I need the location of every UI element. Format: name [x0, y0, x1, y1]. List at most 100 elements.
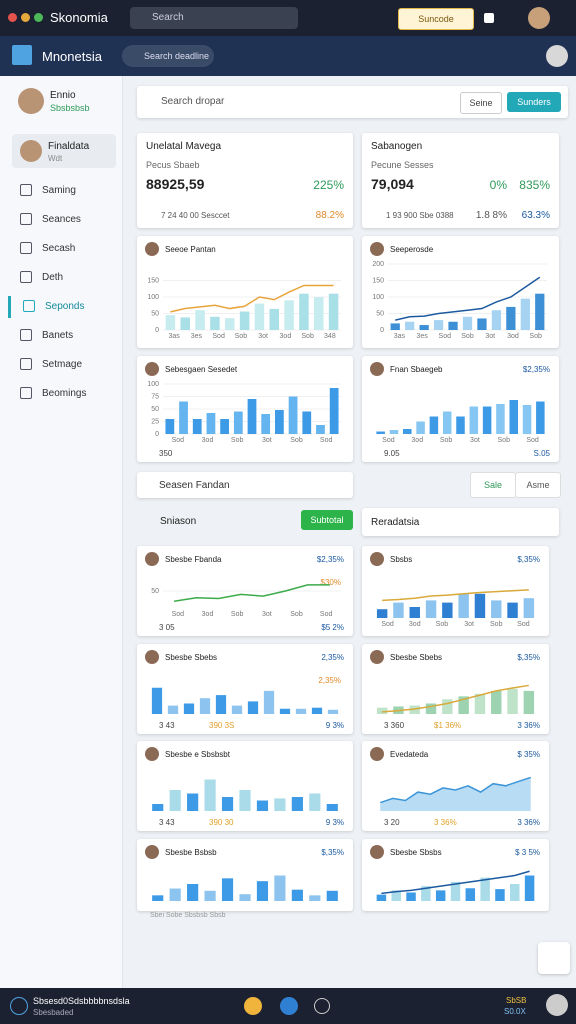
dot[interactable]: [8, 13, 17, 22]
dot[interactable]: [34, 13, 43, 22]
bar: [233, 411, 243, 434]
menu-label: Setmage: [42, 359, 83, 370]
avatar[interactable]: [546, 994, 568, 1016]
card-title: Sbesbe Sbsbs: [390, 848, 442, 857]
button[interactable]: Subtotal: [301, 510, 353, 530]
button[interactable]: Sunders: [507, 92, 561, 112]
menu-item[interactable]: Deth: [8, 267, 114, 289]
y-tick-label: 100: [147, 381, 159, 388]
bar: [309, 895, 321, 901]
menu-icon: [20, 184, 32, 197]
bar: [220, 419, 229, 434]
bar: [247, 701, 259, 714]
stat-title: Sabanogen: [371, 141, 423, 152]
y-tick-label: 200: [372, 261, 384, 268]
bar: [458, 696, 469, 714]
title-bar: Skonomia Search Suncode: [0, 0, 576, 36]
fab[interactable]: [538, 942, 570, 974]
button[interactable]: Seine: [460, 92, 502, 114]
x-tick-label: 3ot: [464, 621, 474, 628]
bar: [524, 875, 535, 901]
line: [174, 584, 330, 602]
button[interactable]: Sale: [470, 472, 516, 498]
menu-item[interactable]: Setmage: [8, 354, 114, 376]
bar: [458, 593, 469, 618]
avatar: [370, 362, 384, 376]
avatar[interactable]: [528, 7, 550, 29]
bar: [231, 705, 243, 714]
bar: [210, 316, 220, 330]
bar: [316, 425, 325, 434]
bar: [279, 708, 291, 714]
search[interactable]: Search dropar: [161, 96, 225, 107]
bar: [288, 396, 298, 434]
section-card-title: Reradatsia: [371, 517, 420, 528]
bar: [491, 310, 502, 330]
x-tick-label: Sob: [301, 333, 314, 340]
search[interactable]: Search: [130, 7, 298, 29]
card-tag: $ 3 5%: [515, 848, 540, 857]
card-tag: $,35%: [517, 653, 540, 662]
bar: [274, 798, 286, 811]
section-card: Reradatsia: [362, 508, 559, 536]
menu-item[interactable]: Saming: [8, 180, 114, 202]
bar: [327, 709, 339, 714]
menu-item[interactable]: Beomings: [8, 383, 114, 405]
selected-account[interactable]: Finaldata Wdt: [12, 134, 116, 168]
bar: [469, 406, 479, 434]
x-tick-label: Sod: [320, 437, 333, 444]
menu-label: Secash: [42, 243, 76, 254]
x-tick-label: 348: [324, 333, 336, 340]
bar: [510, 884, 520, 901]
bar: [329, 388, 339, 434]
x-tick-label: Sob: [440, 437, 453, 444]
search[interactable]: Search deadline: [122, 45, 214, 67]
x-tick-label: Sob: [235, 333, 248, 340]
bottom-right: S0.0X: [504, 1007, 526, 1016]
dot[interactable]: [21, 13, 30, 22]
icon[interactable]: [484, 13, 494, 23]
chart: 0 50 100 150 3as 3es Sod Sob 3ot 3od Sob 348: [147, 277, 341, 340]
menu-label: Saming: [42, 185, 76, 196]
avatar: [145, 242, 159, 256]
card-foot: 3 36%: [434, 818, 457, 827]
avatar: [145, 552, 159, 566]
button[interactable]: Suncode: [398, 8, 474, 30]
chart-card: Seeperosde 0 50 100 150 200 3as 3es Sod Sob 3ot 3od…: [362, 236, 559, 348]
menu-label: Beomings: [42, 388, 87, 399]
menu-item[interactable]: Secash: [8, 238, 114, 260]
chart: Sod 3od Sob 3ot Sob Sod: [376, 400, 545, 444]
bar: [328, 293, 339, 330]
bar: [180, 317, 190, 330]
card-title: Fnan Sbaegeb: [390, 365, 443, 374]
menu-item[interactable]: Seponds: [8, 296, 117, 318]
line: [170, 284, 334, 313]
filter-search[interactable]: Seasen Fandan: [137, 472, 353, 498]
chart: [380, 776, 531, 811]
bar: [536, 401, 545, 434]
card-foot: 3 20: [384, 818, 400, 827]
bar: [225, 318, 235, 330]
menu-icon: [20, 242, 32, 255]
button[interactable]: Asme: [515, 472, 561, 498]
menu-item[interactable]: Banets: [8, 325, 114, 347]
chart-card: Sbesbe Bsbsb $,35%: [137, 839, 353, 911]
search-text: Seasen Fandan: [159, 480, 230, 491]
card-tag: $ 35%: [517, 750, 540, 759]
menu-label: Seponds: [45, 301, 85, 312]
avatar[interactable]: [546, 45, 568, 67]
icon[interactable]: [280, 997, 298, 1015]
bar: [376, 707, 388, 714]
menu-item[interactable]: Seances: [8, 209, 114, 231]
card-note: 2,35%: [318, 676, 341, 685]
bar: [376, 431, 385, 434]
bar: [256, 800, 269, 811]
menu-icon: [20, 271, 32, 284]
area: [380, 777, 531, 811]
bar: [393, 602, 404, 618]
icon[interactable]: [314, 998, 330, 1014]
card-foot: $5 2%: [321, 623, 344, 632]
x-tick-label: Sob: [436, 621, 449, 628]
icon[interactable]: [244, 997, 262, 1015]
